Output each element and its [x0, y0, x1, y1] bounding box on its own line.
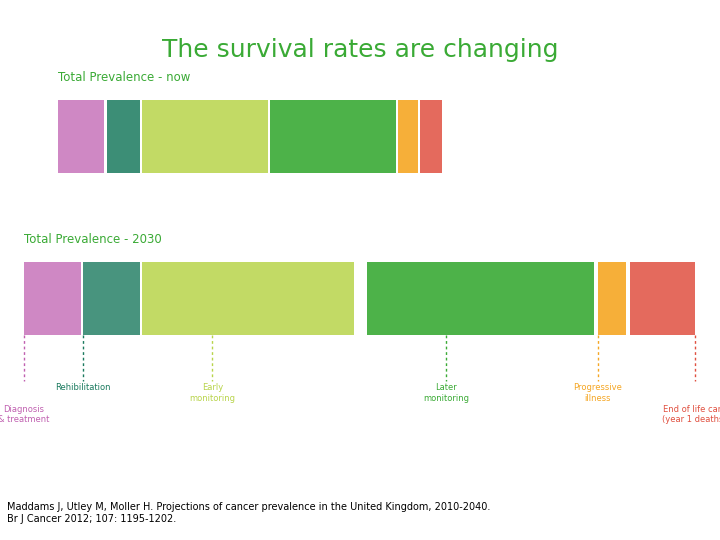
Text: Rehibilitation: Rehibilitation [55, 383, 111, 393]
Bar [398, 100, 418, 173]
Bar [270, 100, 396, 173]
Bar [420, 100, 442, 173]
Text: Total Prevalence - now: Total Prevalence - now [58, 71, 190, 84]
Text: Diagnosis
& treatment: Diagnosis & treatment [0, 405, 50, 424]
Bar [107, 100, 140, 173]
Text: Later
monitoring: Later monitoring [423, 383, 469, 403]
Bar [24, 262, 81, 335]
Text: The survival rates are changing: The survival rates are changing [162, 38, 558, 62]
Bar [142, 100, 268, 173]
Text: Early
monitoring: Early monitoring [189, 383, 235, 403]
Text: End of life care
(year 1 deaths): End of life care (year 1 deaths) [662, 405, 720, 424]
Text: Progressive
illness: Progressive illness [573, 383, 622, 403]
Bar [142, 262, 354, 335]
Bar [83, 262, 140, 335]
Text: Maddams J, Utley M, Moller H. Projections of cancer prevalence in the United Kin: Maddams J, Utley M, Moller H. Projection… [7, 502, 490, 524]
Bar [58, 100, 104, 173]
Text: Total Prevalence - 2030: Total Prevalence - 2030 [24, 233, 161, 246]
Bar [367, 262, 594, 335]
Bar [630, 262, 695, 335]
Bar [598, 262, 626, 335]
